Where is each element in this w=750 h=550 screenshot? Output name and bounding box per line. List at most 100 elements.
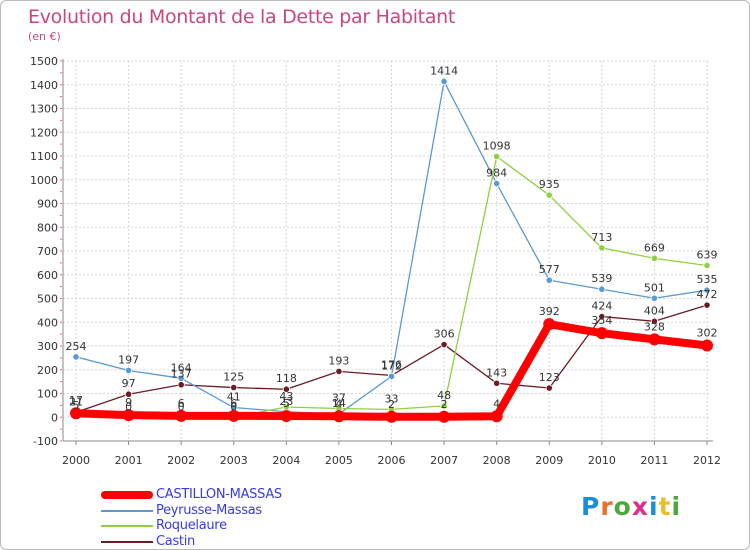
data-label-castin: 472	[697, 288, 718, 301]
data-label-peyrusse-massas: 1414	[430, 64, 458, 77]
data-label-peyrusse-massas: 577	[539, 263, 560, 276]
data-label-castin: 176	[381, 358, 402, 371]
chart-subtitle: (en €)	[28, 30, 61, 43]
data-point-roquelaure	[493, 152, 501, 161]
data-point-castin	[440, 340, 448, 349]
data-point-castin	[598, 312, 606, 321]
data-label-castin: 118	[276, 372, 297, 385]
x-tick-label: 2007	[430, 454, 458, 467]
logo-letter: t	[658, 492, 672, 521]
data-label-roquelaure: 37	[332, 391, 346, 404]
data-point-castillon-massas	[280, 410, 293, 423]
legend-swatch	[101, 491, 153, 499]
data-point-peyrusse-massas	[72, 353, 80, 361]
data-point-castillon-massas	[385, 410, 398, 423]
data-point-roquelaure	[650, 254, 659, 262]
y-tick-label: 1000	[30, 174, 58, 187]
data-label-castin: 424	[591, 300, 612, 313]
data-point-castillon-massas	[490, 410, 503, 423]
data-label-castin: 125	[223, 371, 244, 384]
y-tick-label: 700	[37, 245, 58, 258]
chart-title: Evolution du Montant de la Dette par Hab…	[28, 6, 456, 28]
y-tick-label: 1400	[30, 79, 58, 92]
y-tick-label: 100	[37, 388, 58, 401]
data-point-castin	[703, 301, 711, 309]
data-point-castin	[230, 383, 238, 392]
data-point-castillon-massas	[438, 410, 451, 423]
y-tick-label: 900	[37, 198, 58, 211]
x-tick-label: 2009	[535, 454, 563, 467]
logo-letter: i	[649, 492, 659, 521]
data-point-castillon-massas	[543, 318, 556, 331]
y-tick-label: 600	[37, 269, 58, 282]
data-label-roquelaure: 33	[385, 392, 399, 405]
data-point-castillon-massas	[227, 409, 240, 422]
x-tick-label: 2000	[62, 454, 90, 467]
y-tick-label: 200	[37, 364, 58, 377]
data-label-castin: 404	[644, 304, 665, 317]
data-point-castillon-massas	[122, 409, 135, 422]
data-point-castin	[177, 381, 185, 389]
data-point-peyrusse-massas	[387, 372, 396, 380]
data-point-peyrusse-massas	[598, 285, 606, 293]
data-point-peyrusse-massas	[650, 294, 659, 302]
data-point-peyrusse-massas	[177, 374, 185, 382]
data-label-roquelaure: 0	[178, 400, 185, 413]
x-tick-label: 2006	[378, 454, 406, 467]
x-tick-label: 2004	[272, 454, 300, 467]
data-point-roquelaure	[440, 402, 448, 410]
series-layer	[70, 77, 713, 423]
data-label-peyrusse-massas: 164	[171, 361, 192, 374]
x-tick-label: 2010	[588, 454, 616, 467]
y-tick-label: 0	[51, 411, 58, 424]
x-tick-label: 2003	[220, 454, 248, 467]
logo-letter: o	[613, 492, 632, 521]
data-point-castillon-massas	[332, 410, 345, 423]
data-label-roquelaure: 43	[279, 390, 293, 403]
data-label-castin: 143	[486, 366, 507, 379]
data-label-roquelaure: 713	[591, 231, 612, 244]
data-point-peyrusse-massas	[545, 276, 553, 284]
legend-swatch	[101, 540, 153, 543]
y-tick-label: 1200	[30, 126, 58, 139]
y-tick-label: 500	[37, 293, 58, 306]
y-tick-label: 1100	[30, 150, 58, 163]
data-label-castin: 123	[539, 371, 560, 384]
logo-letter: P	[581, 492, 601, 521]
x-tick-label: 2005	[325, 454, 353, 467]
data-label-peyrusse-massas: 254	[66, 340, 87, 353]
data-point-castillon-massas	[701, 339, 713, 352]
grid-layer	[63, 60, 711, 442]
data-point-peyrusse-massas	[440, 77, 448, 86]
y-tick-label: 1300	[30, 103, 58, 116]
logo-letter: i	[671, 492, 682, 521]
y-tick-label: -100	[33, 435, 58, 448]
legend-label: Peyrusse-Massas	[156, 502, 262, 518]
data-label-castillon-massas: 6	[230, 397, 237, 410]
data-label-peyrusse-massas: 14	[332, 397, 346, 410]
x-tick-label: 2011	[640, 454, 668, 467]
legend-swatch	[101, 509, 153, 512]
data-label-roquelaure: 48	[437, 389, 451, 402]
data-label-roquelaure: 935	[539, 178, 560, 191]
y-tick-label: 400	[37, 316, 58, 329]
data-point-roquelaure	[703, 261, 711, 270]
data-label-peyrusse-massas: 501	[644, 281, 665, 294]
data-label-roquelaure: 0	[125, 400, 132, 413]
data-label-castillon-massas: 2	[388, 398, 395, 411]
data-label-castillon-massas: 2	[441, 398, 448, 411]
data-point-castin	[124, 390, 133, 398]
data-label-castillon-massas: 354	[591, 314, 612, 327]
proxiti-logo: Proxiti	[581, 492, 681, 521]
data-point-peyrusse-massas	[703, 286, 711, 294]
data-point-castin	[545, 384, 553, 392]
data-label-castin: 21	[69, 395, 83, 408]
data-label-peyrusse-massas: 984	[486, 167, 507, 180]
data-label-castin: 306	[434, 328, 455, 341]
legend-swatch	[101, 525, 153, 527]
data-label-roquelaure: 1098	[483, 139, 511, 152]
data-label-castillon-massas: 5	[283, 397, 290, 410]
